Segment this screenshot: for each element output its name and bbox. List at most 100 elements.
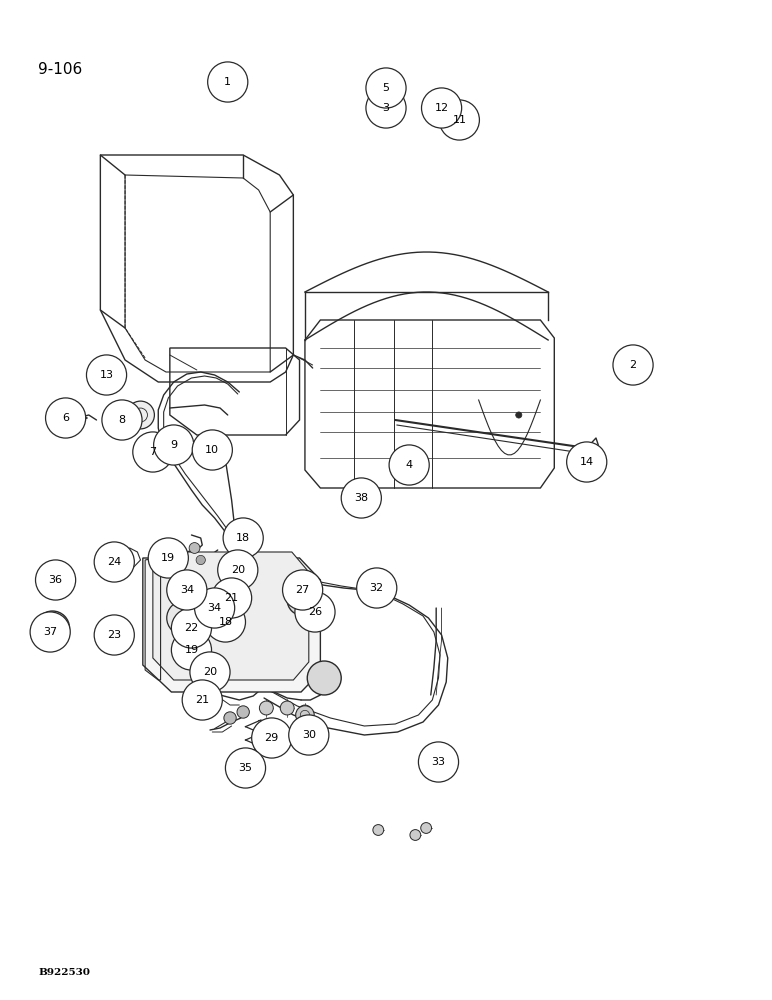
Text: 33: 33 bbox=[432, 757, 445, 767]
Text: 8: 8 bbox=[118, 415, 126, 425]
Circle shape bbox=[516, 412, 522, 418]
Polygon shape bbox=[153, 552, 309, 680]
Circle shape bbox=[341, 478, 381, 518]
Text: 23: 23 bbox=[107, 630, 121, 640]
Circle shape bbox=[280, 701, 294, 715]
Text: 9-106: 9-106 bbox=[38, 62, 83, 77]
Circle shape bbox=[167, 570, 207, 610]
Text: 34: 34 bbox=[180, 585, 194, 595]
Text: 19: 19 bbox=[161, 553, 175, 563]
Text: 36: 36 bbox=[49, 575, 63, 585]
Circle shape bbox=[287, 585, 318, 615]
Circle shape bbox=[389, 445, 429, 485]
Circle shape bbox=[439, 100, 479, 140]
Text: 21: 21 bbox=[195, 695, 209, 705]
Text: 20: 20 bbox=[231, 565, 245, 575]
Text: 34: 34 bbox=[208, 603, 222, 613]
Text: 20: 20 bbox=[203, 667, 217, 677]
Circle shape bbox=[357, 568, 397, 608]
Circle shape bbox=[202, 437, 218, 453]
Circle shape bbox=[195, 588, 235, 628]
Text: 29: 29 bbox=[265, 733, 279, 743]
Text: 5: 5 bbox=[382, 83, 390, 93]
Circle shape bbox=[127, 401, 154, 429]
Circle shape bbox=[296, 706, 314, 724]
Circle shape bbox=[298, 705, 312, 719]
Text: 3: 3 bbox=[382, 103, 390, 113]
Text: B922530: B922530 bbox=[38, 968, 90, 977]
Circle shape bbox=[418, 742, 459, 782]
Circle shape bbox=[208, 601, 222, 615]
Circle shape bbox=[181, 430, 190, 440]
Circle shape bbox=[163, 427, 174, 437]
Circle shape bbox=[373, 825, 384, 835]
Circle shape bbox=[307, 661, 341, 695]
Circle shape bbox=[46, 398, 86, 438]
Text: 7: 7 bbox=[149, 447, 157, 457]
Circle shape bbox=[212, 578, 252, 618]
Text: 10: 10 bbox=[205, 445, 219, 455]
Text: 24: 24 bbox=[107, 557, 121, 567]
Circle shape bbox=[167, 601, 201, 635]
Circle shape bbox=[363, 494, 375, 506]
Circle shape bbox=[166, 555, 177, 565]
Circle shape bbox=[224, 712, 236, 724]
Circle shape bbox=[421, 823, 432, 833]
Circle shape bbox=[171, 630, 212, 670]
Circle shape bbox=[410, 830, 421, 840]
Text: 13: 13 bbox=[100, 370, 113, 380]
Text: 18: 18 bbox=[236, 533, 250, 543]
Text: 27: 27 bbox=[296, 585, 310, 595]
Text: 35: 35 bbox=[239, 763, 252, 773]
Circle shape bbox=[86, 355, 127, 395]
Circle shape bbox=[238, 532, 253, 548]
Text: 1: 1 bbox=[224, 77, 232, 87]
Circle shape bbox=[182, 680, 222, 720]
Text: 19: 19 bbox=[185, 645, 198, 655]
Circle shape bbox=[366, 68, 406, 108]
Circle shape bbox=[185, 585, 198, 599]
Circle shape bbox=[225, 748, 266, 788]
Circle shape bbox=[148, 538, 188, 578]
Circle shape bbox=[196, 555, 205, 565]
Text: 4: 4 bbox=[405, 460, 413, 470]
Circle shape bbox=[30, 612, 70, 652]
Text: 14: 14 bbox=[580, 457, 594, 467]
Circle shape bbox=[94, 542, 134, 582]
Circle shape bbox=[36, 560, 76, 600]
Text: 30: 30 bbox=[302, 730, 316, 740]
Circle shape bbox=[189, 543, 200, 553]
Circle shape bbox=[205, 602, 245, 642]
Circle shape bbox=[237, 706, 249, 718]
Circle shape bbox=[206, 441, 214, 449]
Text: 26: 26 bbox=[308, 607, 322, 617]
Circle shape bbox=[567, 442, 607, 482]
Text: 32: 32 bbox=[370, 583, 384, 593]
Circle shape bbox=[613, 345, 653, 385]
Polygon shape bbox=[43, 566, 71, 590]
Circle shape bbox=[208, 62, 248, 102]
Text: 21: 21 bbox=[225, 593, 239, 603]
Text: 9: 9 bbox=[170, 440, 178, 450]
Circle shape bbox=[252, 718, 292, 758]
Text: 2: 2 bbox=[629, 360, 637, 370]
Circle shape bbox=[36, 611, 69, 645]
Circle shape bbox=[289, 715, 329, 755]
Circle shape bbox=[190, 652, 230, 692]
Text: 18: 18 bbox=[218, 617, 232, 627]
Text: 6: 6 bbox=[62, 413, 69, 423]
Circle shape bbox=[171, 608, 212, 648]
Circle shape bbox=[133, 432, 173, 472]
Text: 38: 38 bbox=[354, 493, 368, 503]
Circle shape bbox=[295, 592, 335, 632]
Text: 37: 37 bbox=[43, 627, 57, 637]
Polygon shape bbox=[143, 558, 320, 692]
Circle shape bbox=[220, 610, 235, 626]
Text: 12: 12 bbox=[435, 103, 449, 113]
Circle shape bbox=[102, 400, 142, 440]
Circle shape bbox=[422, 88, 462, 128]
Text: 22: 22 bbox=[185, 623, 198, 633]
Circle shape bbox=[283, 570, 323, 610]
Circle shape bbox=[94, 615, 134, 655]
Circle shape bbox=[192, 430, 232, 470]
